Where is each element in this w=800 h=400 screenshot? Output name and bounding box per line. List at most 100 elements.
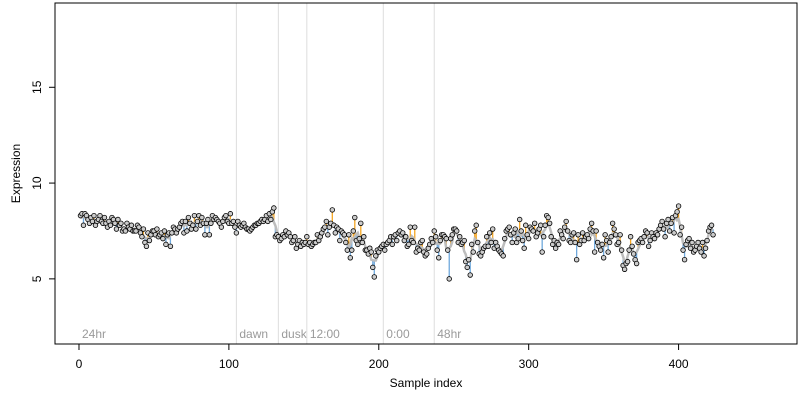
data-point: [410, 239, 416, 246]
data-point: [588, 220, 595, 227]
data-point: [702, 245, 709, 251]
data-point: [662, 234, 668, 240]
data-point: [344, 247, 351, 253]
data-point: [606, 239, 613, 246]
data-point: [609, 220, 616, 227]
data-point: [695, 239, 701, 246]
data-point: [575, 232, 581, 238]
data-point: [230, 218, 237, 225]
region-label: 24hr: [82, 327, 106, 341]
data-point: [223, 212, 229, 219]
data-point: [680, 247, 686, 253]
data-point: [659, 218, 665, 225]
data-point: [184, 228, 190, 234]
data-point: [469, 241, 475, 248]
data-point: [182, 218, 189, 225]
data-point: [394, 237, 400, 244]
data-point: [525, 235, 532, 242]
data-point: [341, 232, 348, 238]
data-point: [350, 228, 356, 234]
data-point: [461, 237, 467, 244]
x-tick-label: 300: [519, 357, 539, 371]
data-point: [101, 214, 108, 221]
region-label: 48hr: [437, 327, 461, 341]
data-point: [665, 216, 671, 223]
data-point: [304, 234, 310, 240]
region-label: dusk: [281, 327, 307, 341]
data-point: [597, 247, 604, 253]
data-point: [506, 224, 512, 230]
data-point: [406, 241, 412, 248]
data-point: [564, 228, 571, 234]
data-point: [704, 237, 710, 244]
data-point: [540, 234, 547, 240]
data-point: [382, 247, 388, 253]
data-point: [190, 222, 196, 228]
data-point: [710, 232, 716, 238]
data-point: [627, 234, 634, 240]
data-point: [605, 249, 611, 255]
data-point: [509, 239, 515, 246]
data-point: [194, 218, 201, 225]
data-point: [644, 230, 650, 236]
data-point: [233, 230, 240, 236]
data-point: [629, 243, 635, 249]
data-point: [122, 228, 129, 234]
data-point: [602, 232, 608, 238]
data-point: [542, 222, 548, 228]
data-point: [475, 239, 481, 246]
data-point: [501, 235, 508, 242]
data-point: [80, 222, 87, 228]
data-point: [133, 228, 139, 234]
data-point: [484, 234, 490, 240]
data-point: [654, 232, 661, 238]
data-point: [323, 218, 330, 225]
data-point: [671, 230, 677, 236]
region-label: dawn: [239, 327, 268, 341]
region-label: 0:00: [386, 327, 410, 341]
region-layer: 24hr dawn dusk 12:00 0:00 48hr: [82, 3, 461, 344]
data-point: [368, 249, 374, 255]
data-point: [599, 241, 605, 248]
data-point: [112, 220, 118, 227]
x-tick-label: 100: [219, 357, 239, 371]
data-point: [199, 214, 205, 221]
data-point: [567, 239, 574, 246]
data-point: [633, 260, 640, 267]
data-point: [563, 218, 569, 225]
data-point: [161, 228, 168, 234]
data-point: [675, 203, 682, 209]
data-point: [218, 224, 225, 230]
data-point: [349, 247, 355, 253]
data-point: [128, 222, 135, 228]
point-layer: [77, 203, 716, 282]
data-point: [457, 234, 463, 240]
data-point: [530, 228, 536, 234]
x-tick-label: 400: [669, 357, 689, 371]
data-point: [490, 226, 496, 232]
y-tick-label: 15: [30, 80, 44, 94]
data-point: [618, 247, 625, 253]
data-point: [698, 249, 704, 255]
data-point: [624, 258, 631, 265]
data-point: [431, 228, 437, 234]
data-point: [630, 251, 637, 257]
data-point: [322, 224, 328, 230]
data-point: [621, 266, 628, 272]
data-point: [611, 226, 617, 232]
data-point: [419, 237, 425, 244]
data-point: [519, 237, 526, 244]
region-label: 12:00: [310, 327, 340, 341]
data-point: [163, 241, 169, 248]
data-point: [449, 232, 455, 238]
data-point: [678, 224, 685, 230]
data-point: [512, 226, 518, 232]
data-point: [191, 212, 198, 219]
data-point: [708, 222, 715, 228]
data-point: [227, 211, 234, 217]
data-point: [355, 241, 361, 248]
data-point: [434, 247, 440, 253]
data-point: [358, 220, 364, 227]
